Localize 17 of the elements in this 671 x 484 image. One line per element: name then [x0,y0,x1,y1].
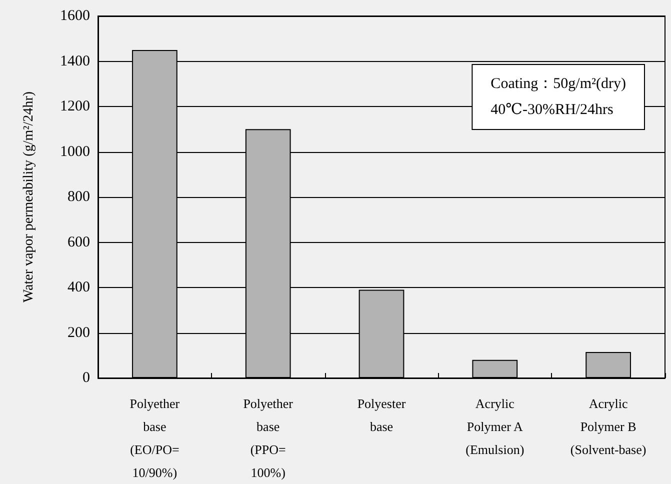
y-tick-label: 0 [82,370,90,386]
y-tick-label: 1000 [60,144,90,160]
y-tick-label: 200 [68,324,90,341]
y-tick-label: 1400 [60,53,90,70]
x-tick-label: Polyether base (EO/PO= 10/90%) [130,396,180,480]
y-axis-title: Water vapor permeability (g/m²/24hr) [22,91,36,303]
annotation: Coating：50g/m²(dry) [490,76,626,92]
y-tick-label: 400 [68,280,90,296]
y-tick-label: 1600 [60,8,90,24]
x-tick-label: Polyester base [357,396,406,434]
annotation: 40℃-30%RH/24hrs [490,102,614,118]
x-tick-label: Polyether base (PPO= 100%) [243,396,294,480]
x-tick-label: Acrylic Polymer A (Emulsion) [466,396,524,457]
x-tick-label: Acrylic Polymer B (Solvent-base) [570,396,646,457]
y-tick-label: 800 [68,189,90,205]
y-tick-label: 1200 [60,98,90,114]
y-tick-label: 600 [68,234,90,250]
